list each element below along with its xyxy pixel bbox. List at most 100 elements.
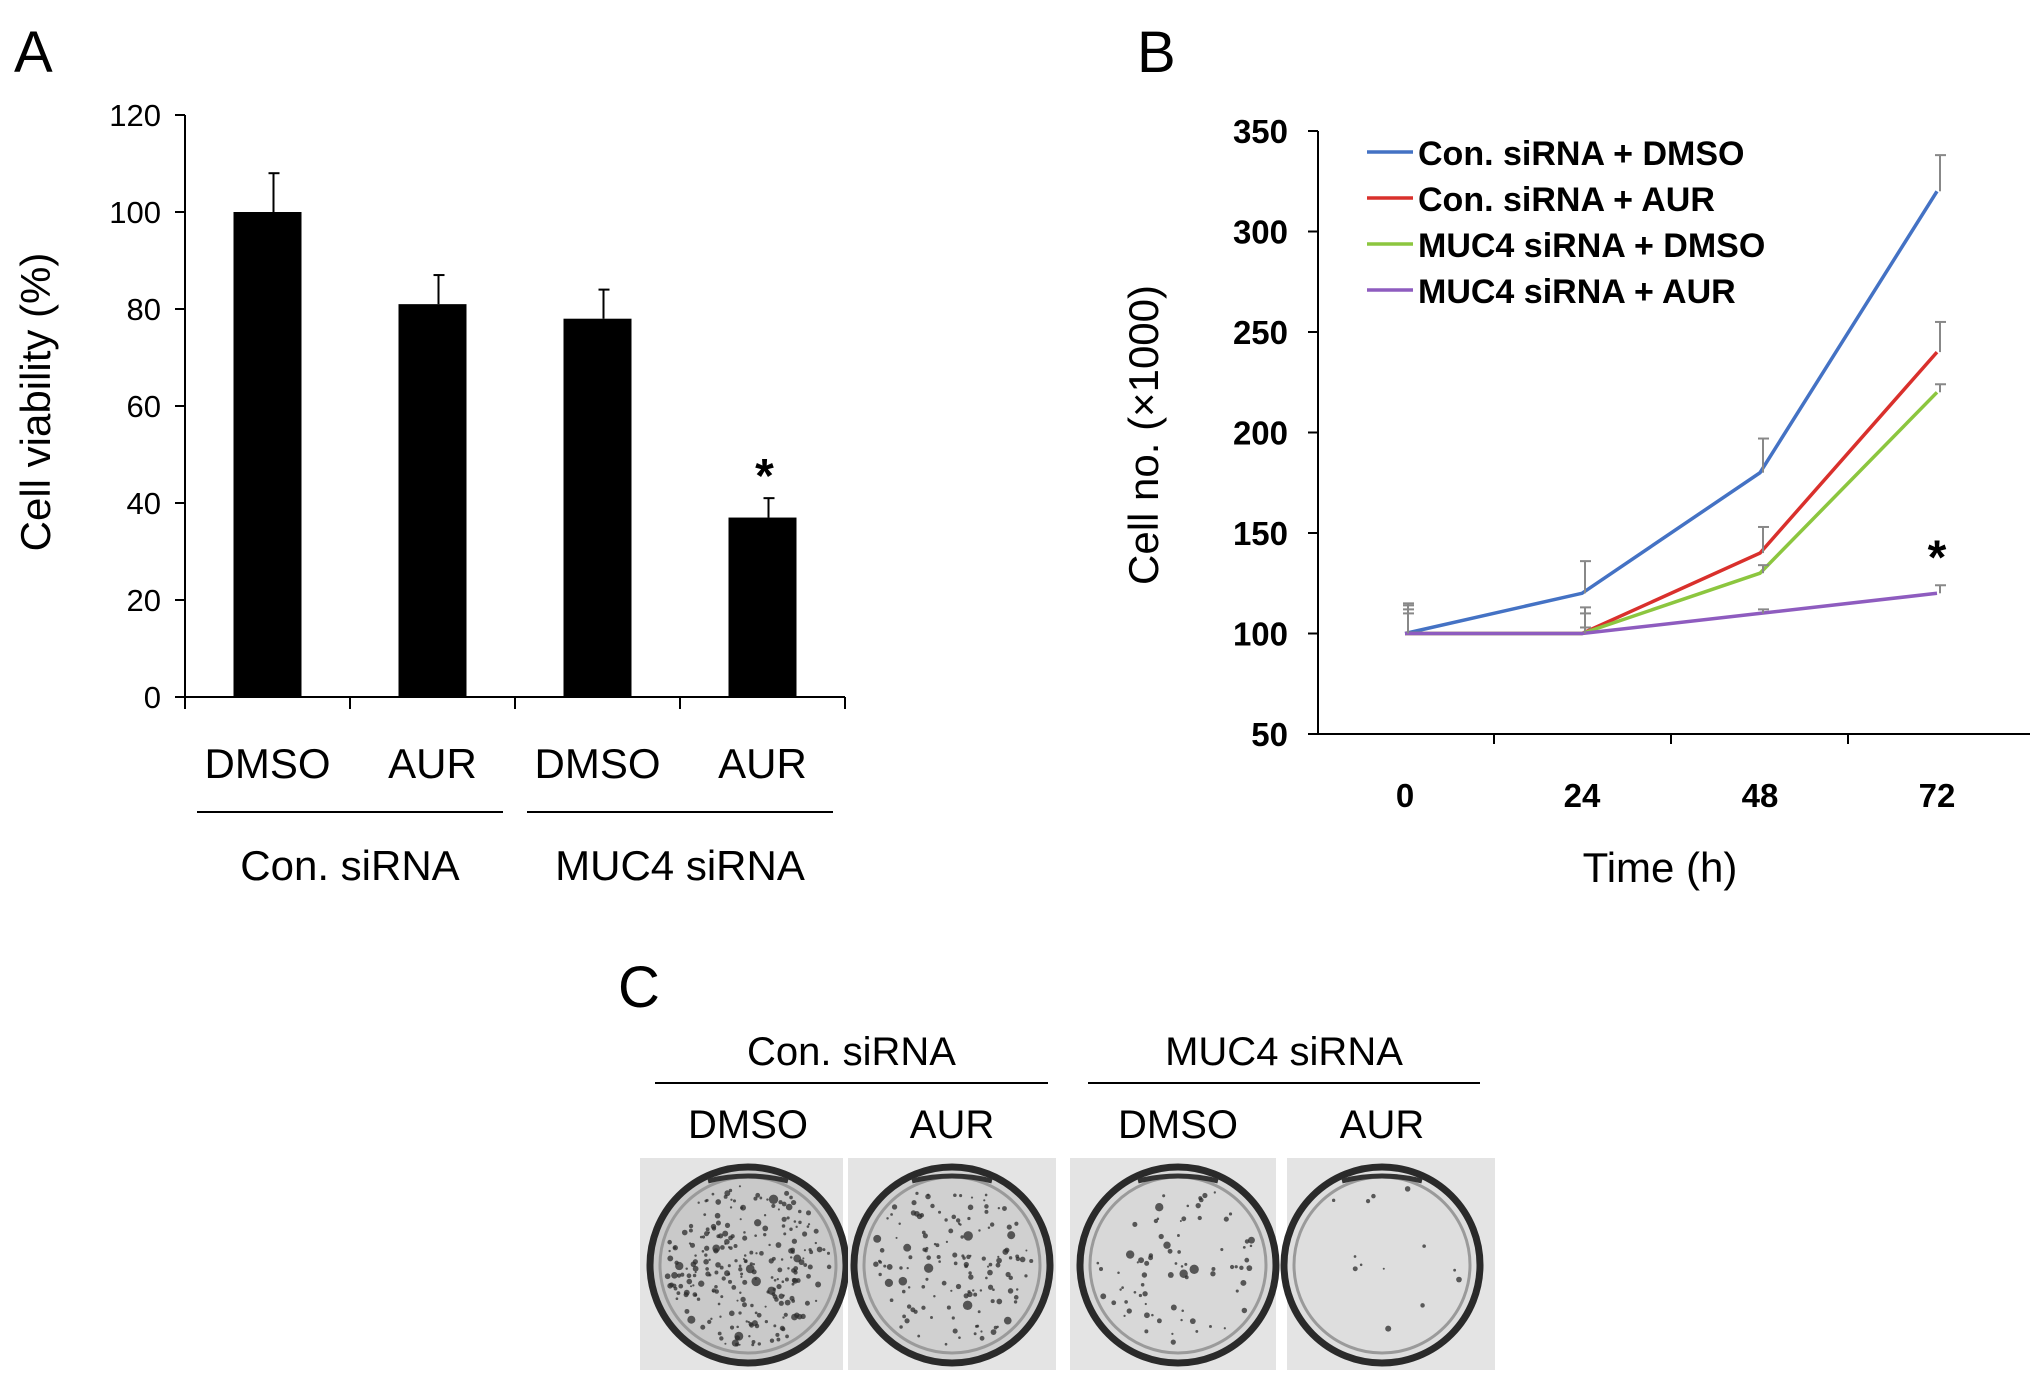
colony bbox=[806, 1273, 811, 1279]
colony bbox=[988, 1262, 993, 1267]
plate-reflection bbox=[1137, 1173, 1219, 1184]
colony bbox=[791, 1238, 798, 1244]
colony bbox=[684, 1308, 690, 1314]
colony bbox=[740, 1296, 746, 1303]
colony bbox=[1132, 1221, 1138, 1227]
colony bbox=[710, 1317, 713, 1321]
colony bbox=[791, 1282, 795, 1286]
colony bbox=[703, 1213, 707, 1217]
colony bbox=[1151, 1313, 1154, 1317]
panel-a-letter: A bbox=[14, 20, 53, 85]
colony bbox=[1174, 1262, 1178, 1265]
colony bbox=[886, 1217, 889, 1220]
colony bbox=[879, 1248, 885, 1253]
colony bbox=[1133, 1290, 1137, 1294]
colony bbox=[1003, 1316, 1012, 1325]
colony bbox=[729, 1206, 733, 1209]
colony bbox=[981, 1256, 986, 1261]
colony bbox=[1202, 1192, 1208, 1199]
colony bbox=[1189, 1264, 1199, 1274]
colony bbox=[689, 1242, 696, 1248]
colony bbox=[902, 1314, 906, 1319]
legend-label: MUC4 siRNA + DMSO bbox=[1418, 227, 1765, 265]
colony bbox=[906, 1267, 909, 1270]
colony bbox=[749, 1250, 754, 1255]
colony bbox=[1234, 1265, 1238, 1269]
colony bbox=[775, 1242, 782, 1248]
colony bbox=[907, 1286, 911, 1289]
colony bbox=[1167, 1248, 1173, 1254]
colony bbox=[776, 1283, 782, 1290]
colony bbox=[767, 1286, 776, 1295]
colony bbox=[738, 1264, 742, 1268]
colony bbox=[786, 1216, 790, 1220]
colony bbox=[1006, 1224, 1012, 1230]
colony bbox=[1453, 1268, 1457, 1272]
colony bbox=[1014, 1221, 1019, 1226]
colony bbox=[787, 1267, 790, 1270]
colony bbox=[955, 1218, 961, 1223]
colony bbox=[715, 1220, 721, 1226]
colony bbox=[908, 1255, 913, 1260]
colony bbox=[903, 1243, 912, 1252]
colony bbox=[1002, 1206, 1007, 1211]
colony bbox=[1220, 1247, 1224, 1252]
colony bbox=[762, 1225, 769, 1232]
colony bbox=[930, 1203, 935, 1209]
colony bbox=[957, 1222, 961, 1225]
colony bbox=[1167, 1272, 1174, 1278]
colony bbox=[1096, 1261, 1100, 1265]
colony bbox=[873, 1234, 882, 1243]
colony bbox=[802, 1257, 805, 1260]
category-label: AUR bbox=[718, 740, 807, 787]
colony bbox=[1007, 1288, 1014, 1294]
y-tick-label: 40 bbox=[127, 486, 161, 521]
colony bbox=[669, 1282, 674, 1288]
colony bbox=[968, 1274, 974, 1280]
colony bbox=[873, 1261, 879, 1267]
colony bbox=[938, 1260, 941, 1263]
y-tick-label: 300 bbox=[1233, 214, 1288, 251]
colony bbox=[697, 1201, 700, 1204]
colony bbox=[925, 1193, 931, 1200]
colony bbox=[898, 1222, 901, 1225]
colony bbox=[930, 1316, 933, 1319]
colony bbox=[1007, 1231, 1016, 1240]
colony bbox=[1029, 1258, 1034, 1263]
colony bbox=[777, 1267, 783, 1273]
condition-label: DMSO bbox=[688, 1103, 808, 1147]
colony bbox=[775, 1332, 780, 1337]
colony bbox=[910, 1210, 917, 1216]
colony bbox=[704, 1199, 708, 1203]
colony bbox=[1198, 1196, 1203, 1201]
colony bbox=[936, 1254, 941, 1260]
colony bbox=[785, 1334, 789, 1339]
colony bbox=[804, 1300, 810, 1306]
colony bbox=[1359, 1263, 1363, 1267]
colony bbox=[798, 1220, 802, 1225]
colony bbox=[1404, 1186, 1411, 1192]
colony bbox=[1331, 1198, 1336, 1203]
significance-marker: * bbox=[755, 450, 774, 503]
colony bbox=[696, 1297, 701, 1301]
colony bbox=[719, 1315, 722, 1318]
colony bbox=[977, 1310, 981, 1314]
condition-label: AUR bbox=[910, 1103, 994, 1147]
y-tick-label: 60 bbox=[127, 389, 161, 424]
colony bbox=[938, 1210, 942, 1214]
colony bbox=[984, 1204, 989, 1209]
colony bbox=[667, 1255, 674, 1262]
colony bbox=[1179, 1269, 1188, 1278]
colony bbox=[978, 1229, 981, 1232]
culture-plate bbox=[1076, 1163, 1280, 1367]
colony bbox=[878, 1260, 883, 1264]
colony bbox=[718, 1233, 724, 1239]
colony bbox=[1177, 1250, 1181, 1254]
colony bbox=[711, 1192, 715, 1196]
colony bbox=[738, 1343, 741, 1346]
colony bbox=[754, 1277, 757, 1280]
colony bbox=[1144, 1260, 1150, 1266]
colony bbox=[789, 1227, 793, 1231]
colony bbox=[890, 1213, 893, 1216]
colony bbox=[790, 1247, 796, 1253]
